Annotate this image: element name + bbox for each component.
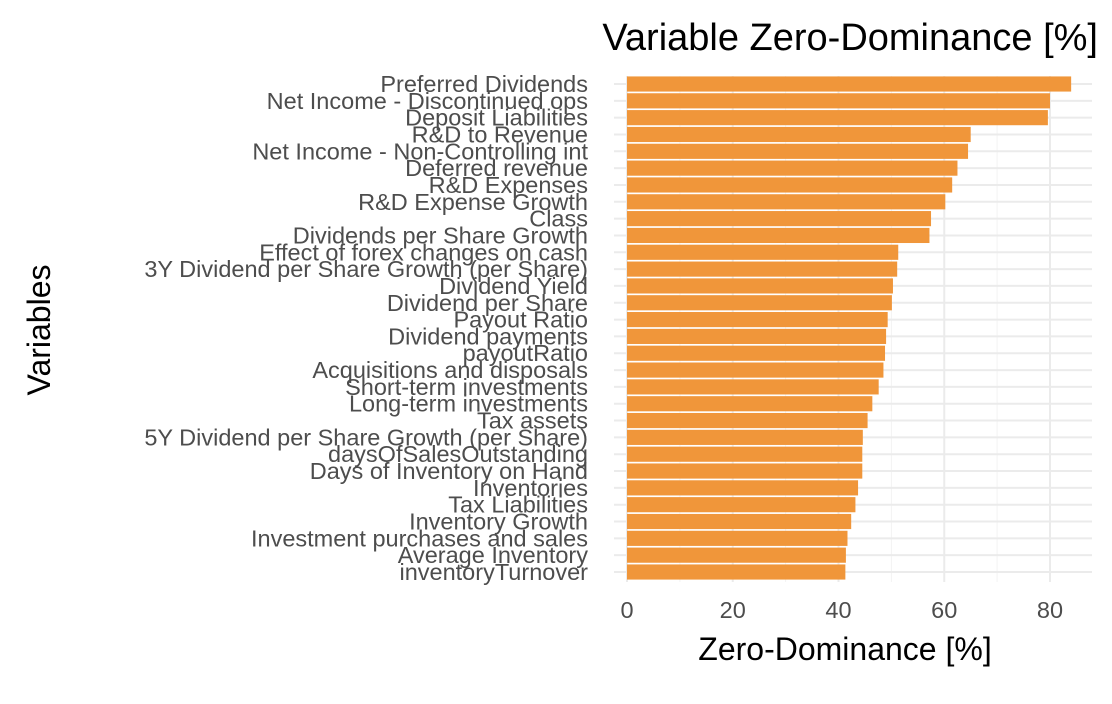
bar (627, 126, 971, 143)
category-label: Effect of forex changes on cash (259, 239, 588, 265)
category-label: Investment purchases and sales (251, 525, 588, 551)
category-label: inventoryTurnover (399, 559, 588, 585)
x-tick-label: 40 (825, 597, 851, 623)
bar (627, 412, 868, 429)
bar (627, 211, 932, 227)
bar (627, 194, 946, 210)
x-tick-label: 20 (720, 597, 746, 623)
x-tick-label: 0 (620, 597, 633, 623)
category-label: Inventory Growth (409, 509, 588, 535)
bar (627, 76, 1072, 92)
category-label: daysOfSalesOutstanding (328, 441, 588, 467)
y-axis-title: Variables (21, 264, 57, 395)
bar (627, 110, 1048, 126)
category-label: Dividend per Share (387, 290, 588, 316)
category-label: 3Y Dividend per Share Growth (per Share) (144, 256, 588, 282)
bar (627, 530, 848, 546)
category-label: Short-term investments (345, 374, 588, 400)
bar (627, 396, 873, 412)
bar (627, 160, 958, 176)
bars (627, 76, 1072, 580)
category-label: Dividend Yield (439, 273, 588, 299)
bar (627, 362, 884, 378)
bar (627, 278, 893, 294)
bar (627, 497, 856, 513)
category-label: Acquisitions and disposals (312, 357, 588, 383)
bar (627, 429, 863, 445)
bar (627, 564, 846, 580)
bar (627, 547, 846, 563)
category-label: R&D Expense Growth (358, 189, 588, 215)
x-tick-labels: 0 20 40 60 80 (620, 597, 1063, 623)
category-label: Tax assets (477, 408, 588, 434)
bar (627, 345, 886, 361)
category-label: Inventories (473, 475, 588, 501)
category-label: Long-term investments (349, 391, 588, 417)
category-label: Class (529, 206, 588, 232)
bar (627, 328, 887, 344)
category-label: Payout Ratio (453, 307, 588, 333)
bar (627, 379, 879, 395)
bar (627, 463, 863, 479)
category-label: Net Income - Non-Controlling int (252, 138, 588, 164)
category-label: 5Y Dividend per Share Growth (per Share) (144, 424, 588, 450)
x-tick-label: 80 (1037, 597, 1063, 623)
bar (627, 446, 863, 462)
category-label: Days of Inventory on Hand (310, 458, 588, 484)
chart-title: Variable Zero-Dominance [%] (602, 17, 1098, 59)
bar (627, 244, 899, 260)
x-axis-title: Zero-Dominance [%] (698, 631, 991, 667)
category-label: Deferred revenue (405, 155, 588, 181)
category-label: Average Inventory (398, 542, 589, 568)
category-label: Tax Liabilities (448, 492, 588, 518)
category-label: Dividend payments (388, 323, 588, 349)
category-label: payoutRatio (463, 340, 588, 366)
bar (627, 93, 1050, 109)
category-label: Dividends per Share Growth (293, 222, 588, 248)
bar (627, 312, 888, 328)
category-label: Deposit Liabilities (405, 105, 588, 131)
category-label: R&D Expenses (429, 172, 588, 198)
bar (627, 480, 859, 496)
bar (627, 295, 892, 311)
bar (627, 177, 953, 193)
category-label: R&D to Revenue (412, 121, 588, 147)
bar (627, 143, 969, 159)
bar (627, 227, 930, 244)
bar (627, 261, 898, 277)
category-label: Net Income - Discontinued ops (267, 88, 588, 114)
x-tick-label: 60 (931, 597, 957, 623)
bar (627, 513, 852, 530)
category-label: Preferred Dividends (380, 71, 588, 97)
